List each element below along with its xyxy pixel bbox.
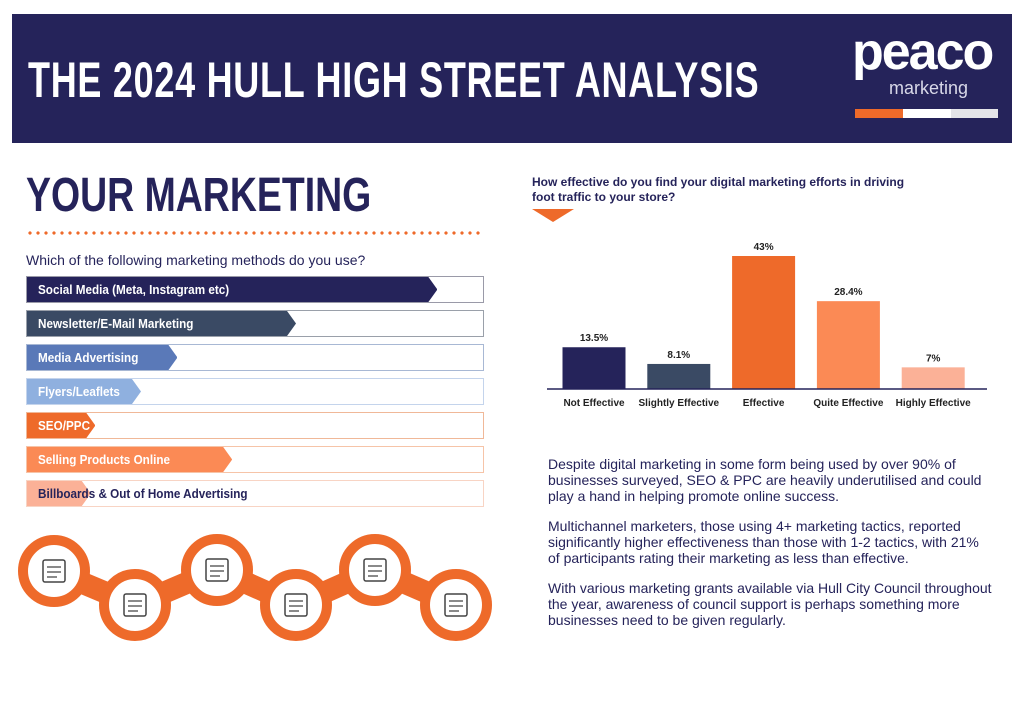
method-label: Flyers/Leaflets [38, 384, 120, 399]
section-title: YOUR MARKETING [26, 169, 372, 222]
category-label: Not Effective [563, 398, 625, 409]
header-banner: THE 2024 HULL HIGH STREET ANALYSIS peaco… [12, 14, 1012, 143]
method-row: Newsletter/E-Mail Marketing [26, 310, 484, 337]
summary-text: Despite digital marketing in some form b… [548, 456, 994, 628]
dotted-divider [26, 231, 484, 235]
bar-4 [901, 367, 965, 389]
paragraph-3: With various marketing grants available … [548, 580, 992, 628]
data-label: 43% [754, 242, 774, 253]
seo-browser-icon [260, 569, 332, 641]
method-label: SEO/PPC [38, 418, 91, 433]
bar-1 [647, 363, 711, 389]
method-fill-bar [27, 481, 91, 506]
paragraph-1: Despite digital marketing in some form b… [548, 456, 982, 504]
chart-title: How effective do you find your digital m… [532, 175, 905, 204]
category-label: Effective [743, 398, 785, 409]
logo-bar-orange [855, 109, 903, 118]
logo-subtext: marketing [889, 78, 969, 98]
method-row: Billboards & Out of Home Advertising [26, 480, 484, 507]
method-label: Selling Products Online [38, 452, 170, 467]
bar-3 [816, 301, 880, 389]
method-label: Newsletter/E-Mail Marketing [38, 316, 194, 331]
data-label: 7% [926, 353, 941, 364]
method-row: Flyers/Leaflets [26, 378, 484, 405]
data-label: 8.1% [667, 350, 690, 361]
data-label: 13.5% [580, 333, 608, 344]
method-label: Social Media (Meta, Instagram etc) [38, 282, 230, 297]
method-fill-bar [27, 447, 232, 472]
method-label: Media Advertising [38, 350, 139, 365]
logo-bar-grey [951, 109, 998, 118]
ads-newspaper-icon [181, 534, 253, 606]
data-label: 28.4% [834, 287, 862, 298]
mail-letter-icon [420, 569, 492, 641]
chain-connector [49, 557, 461, 618]
method-fill-bar [27, 345, 177, 370]
method-fill-bar [27, 277, 437, 302]
methods-question: Which of the following marketing methods… [26, 252, 366, 268]
logo-text: peaco [852, 23, 994, 81]
email-icon [99, 569, 171, 641]
shopping-cart-icon [339, 534, 411, 606]
category-label: Highly Effective [896, 398, 971, 409]
down-arrow-icon [532, 209, 574, 222]
logo-bar-white [903, 109, 951, 118]
method-row: Selling Products Online [26, 446, 484, 473]
category-label: Quite Effective [813, 398, 883, 409]
bar-2 [732, 256, 796, 389]
method-fill-bar [27, 311, 296, 336]
method-row: Social Media (Meta, Instagram etc) [26, 276, 484, 303]
page-title: THE 2024 HULL HIGH STREET ANALYSIS [28, 52, 760, 108]
method-row: Media Advertising [26, 344, 484, 371]
finance-document-icon [18, 535, 90, 607]
bar-0 [562, 347, 626, 389]
category-label: Slightly Effective [639, 398, 720, 409]
method-row: SEO/PPC [26, 412, 484, 439]
method-label: Billboards & Out of Home Advertising [38, 486, 248, 501]
paragraph-2: Multichannel marketers, those using 4+ m… [548, 518, 979, 566]
method-fill-bar [27, 413, 95, 438]
method-fill-bar [27, 379, 141, 404]
